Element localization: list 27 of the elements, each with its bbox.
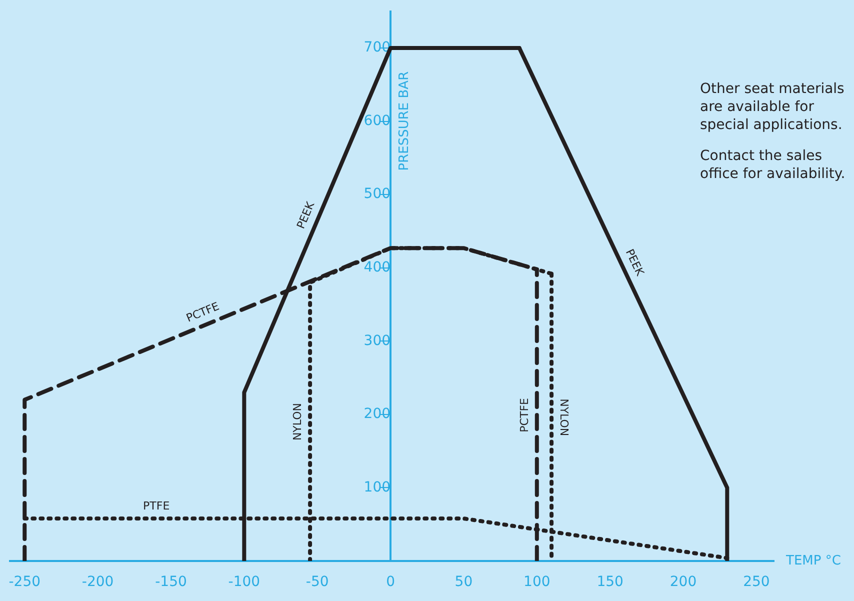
y-tick-label: 400 — [364, 260, 391, 276]
y-tick-label: 500 — [364, 186, 391, 202]
x-tick-label: -100 — [228, 574, 260, 590]
x-tick-label: 150 — [596, 574, 624, 590]
x-tick-label: 50 — [454, 574, 473, 590]
x-tick-label: -150 — [155, 574, 187, 590]
y-tick-label: 100 — [364, 479, 391, 496]
x-tick-label: -250 — [8, 574, 41, 590]
y-tick-label: 600 — [364, 112, 391, 129]
x-axis-title: TEMP °C — [785, 553, 841, 568]
y-tick-label: 200 — [364, 406, 391, 422]
text: PEEK — [294, 199, 318, 231]
text: NYLON — [290, 402, 304, 441]
text: PEEK — [622, 247, 647, 279]
x-tick-label: -200 — [82, 574, 114, 590]
x-tick-label: 200 — [670, 574, 697, 590]
x-tick-label: 100 — [524, 574, 550, 590]
series-label: PTFE — [143, 499, 170, 512]
x-tick-label: 250 — [743, 574, 770, 590]
x-tick-label: 0 — [386, 574, 395, 590]
x-tick-label: -50 — [306, 574, 329, 590]
y-tick-label: 300 — [364, 332, 391, 349]
text: NYLON — [558, 398, 571, 436]
annotation: Contact the sales office for availability. — [700, 146, 846, 183]
annotation: Other seat materials are available for special applications. — [700, 80, 846, 135]
text: PCTFE — [518, 398, 531, 432]
y-axis-title: PRESSURE BAR — [396, 71, 412, 171]
